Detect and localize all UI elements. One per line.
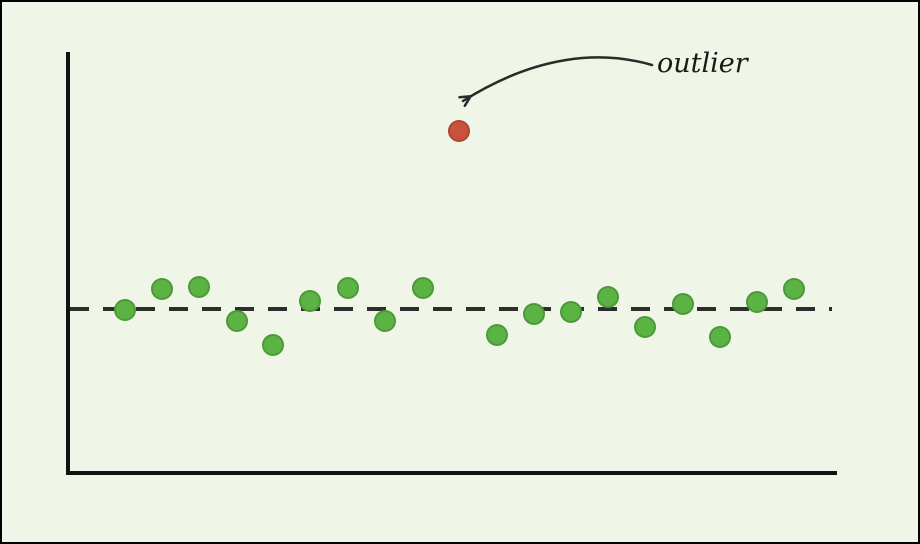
data-point [672,293,694,315]
data-point [299,290,321,312]
data-point [151,278,173,300]
data-point [634,316,656,338]
data-point [709,326,731,348]
data-point [337,277,359,299]
data-point [412,277,434,299]
data-point [783,278,805,300]
data-point [523,303,545,325]
data-point [114,299,136,321]
data-point [374,310,396,332]
data-point [746,291,768,313]
data-point [597,286,619,308]
x-axis [66,471,837,475]
data-point [262,334,284,356]
outlier-point [448,120,470,142]
data-point [226,310,248,332]
data-point [560,301,582,323]
mean-baseline [70,307,832,311]
y-axis [66,52,70,475]
annotation-label: outlier [657,48,748,79]
data-point [188,276,210,298]
data-point [486,324,508,346]
